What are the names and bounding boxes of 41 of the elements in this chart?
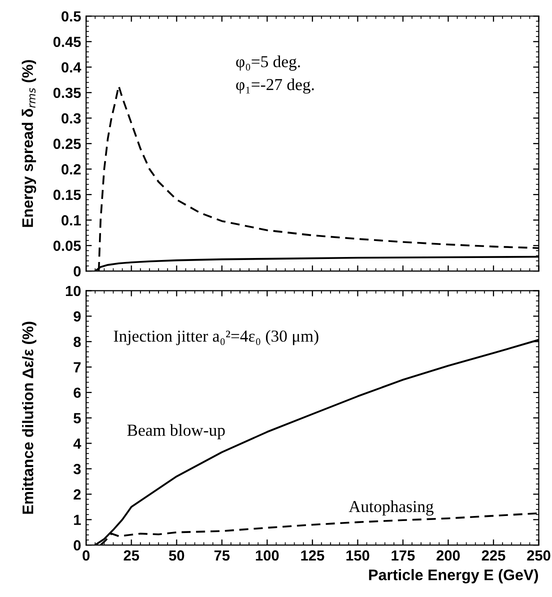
y-tick-label: 1	[74, 514, 81, 525]
x-tick-label: 150	[346, 550, 370, 561]
y-tick-label: 0.2	[62, 164, 81, 174]
y-tick-label: 0.4	[62, 62, 82, 73]
y-tick-label: 10	[66, 286, 81, 296]
series-label: Autophasing	[348, 500, 434, 516]
y-tick-label: 0.25	[53, 138, 81, 150]
y-tick-label: 0.45	[53, 36, 81, 48]
annotation: φ₁=-27 deg.	[236, 78, 314, 94]
x-tick-label: 25	[124, 550, 140, 561]
y-axis-title: Energy spread δ$_{rms}$ (%)	[22, 60, 36, 227]
y-tick-label: 0.35	[53, 88, 81, 98]
annotation: φ₀=5 deg.	[236, 56, 300, 71]
x-axis-title: Particle Energy E (GeV)	[369, 569, 538, 584]
x-tick-label: 175	[392, 550, 415, 561]
y-tick-label: 0	[74, 266, 81, 276]
x-tick-label: 0	[82, 550, 90, 561]
x-tick-label: 100	[256, 550, 279, 561]
y-tick-label: 7	[74, 362, 81, 372]
series-label: Beam blow-up	[127, 424, 225, 440]
x-tick-label: 200	[436, 550, 460, 561]
y-tick-label: 0.15	[53, 190, 81, 200]
y-tick-label: 6	[74, 388, 81, 398]
x-tick-label: 225	[482, 550, 506, 561]
y-tick-label: 0	[74, 540, 81, 550]
y-tick-label: 9	[74, 311, 81, 322]
y-axis-title: Emittance dilution Δε/ε (%)	[22, 322, 36, 514]
y-tick-label: 0.5	[62, 11, 81, 22]
y-tick-label: 0.05	[53, 240, 81, 251]
y-tick-label: 0.3	[62, 113, 81, 124]
y-tick-label: 8	[74, 336, 81, 348]
x-tick-label: 250	[527, 550, 550, 561]
x-tick-label: 125	[301, 550, 324, 561]
y-tick-label: 2	[74, 489, 81, 500]
y-tick-label: 4	[73, 438, 82, 449]
y-tick-label: 5	[74, 413, 81, 424]
x-tick-label: 75	[214, 550, 230, 561]
x-tick-label: 50	[168, 550, 184, 561]
annotation: Injection jitter a₀²=4ε₀ (30 μm)	[114, 330, 318, 346]
y-tick-label: 3	[73, 464, 81, 474]
y-tick-label: 0.1	[62, 215, 81, 226]
